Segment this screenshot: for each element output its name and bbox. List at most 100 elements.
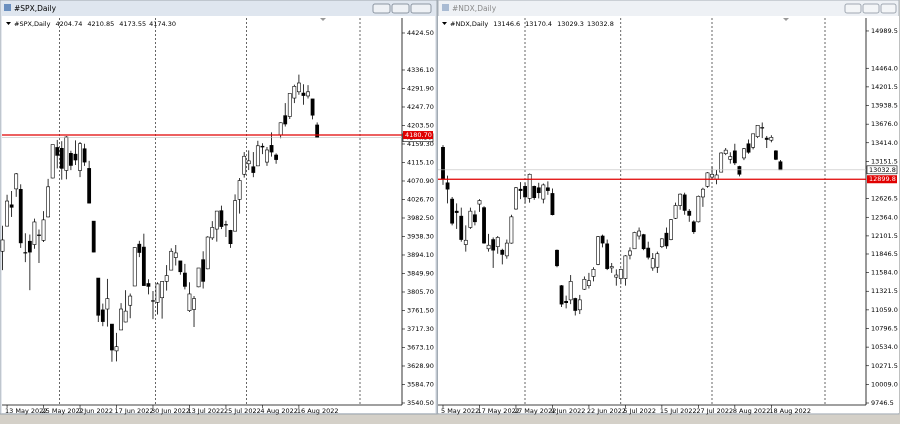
candle-body [5,200,9,227]
candle-body [701,188,705,198]
candle-body [114,346,119,352]
y-tick-label: 12364.0 [871,213,898,221]
shift-marker[interactable] [783,18,789,21]
candle-body [32,221,37,245]
chart-header: #NDX,Daily 13146.6 13170.4 13029.3 13032.8 [450,20,614,28]
candle-body [64,136,69,171]
candle-body [482,207,486,244]
candle-body [623,255,628,279]
candle-body [678,193,683,206]
candle-body [650,258,655,269]
x-tick-label: 27 Jul 2022 [696,407,733,415]
candle-body [37,234,41,236]
minimize-button[interactable] [372,3,391,14]
candle-body [755,125,760,137]
title-bar[interactable] [1,1,436,16]
candle-body [454,210,459,213]
candle-body [260,145,265,148]
candle-body [495,237,500,247]
restore-button[interactable] [862,3,880,14]
restore-button[interactable] [391,3,410,14]
candle-body [714,174,719,180]
candle-body [732,150,737,164]
y-tick-label: 13151.5 [871,157,898,165]
menu-triangle[interactable] [442,22,447,25]
candle-body [545,187,550,191]
candle-body [710,173,714,178]
y-tick-label: 10534.0 [871,343,898,351]
y-tick-label: 14989.5 [871,27,898,35]
candle-body [582,278,587,290]
close-button[interactable] [410,3,432,14]
candle-body [473,214,477,223]
candle-body [287,93,292,117]
y-tick-label: 4336.10 [407,66,434,74]
candle-body [132,247,137,287]
menu-triangle[interactable] [6,22,11,25]
x-tick-label: 15 Jul 2022 [660,407,697,415]
y-tick-label: 3717.30 [407,325,434,333]
header-close: 4174.30 [149,20,176,28]
candle-body [637,230,641,237]
candle-body [123,310,128,323]
candle-body [559,285,564,305]
y-tick-label: 4203.50 [407,121,434,129]
x-tick-label: 25 May 2022 [42,407,84,415]
candle-body [491,239,496,251]
x-tick-label: 5 May 2022 [441,407,479,415]
x-tick-label: 17 Jun 2022 [115,407,154,415]
y-tick-label: 13414.0 [871,139,898,147]
candle-body [128,295,133,306]
candle-body [9,204,14,208]
y-tick-label: 4424.50 [407,29,434,37]
candle-body [96,277,101,316]
candle-body [119,308,123,331]
candle-body [265,149,269,163]
candle-body [691,221,696,233]
shift-marker[interactable] [320,18,326,21]
candle-body [201,259,206,282]
candle-body [78,143,82,171]
window-title: #SPX,Daily [14,4,57,13]
last-price-tag [866,165,898,175]
x-tick-label: 4 Aug 2022 [260,407,298,415]
level-label: 12899.8 [869,175,896,183]
x-tick-label: 27 May 2022 [514,407,556,415]
candle-body [41,219,46,241]
x-tick-label: 18 Aug 2022 [769,407,811,415]
y-tick-label: 3894.10 [407,251,434,259]
x-tick-label: 22 Jun 2022 [587,407,626,415]
candle-body [536,187,541,194]
candle-body [283,115,288,125]
candle-body [274,154,279,160]
y-tick-label: 3673.10 [407,343,434,351]
candle-body [555,249,559,267]
candle-body [160,281,165,299]
candle-body [169,250,174,271]
candle-body [23,252,28,254]
y-tick-label: 3938.30 [407,232,434,240]
candle-body [459,215,464,240]
header-open: 13146.6 [493,20,520,28]
y-tick-label: 10009.0 [871,380,898,388]
y-tick-label: 12626.5 [871,195,898,203]
candle-body [596,236,600,265]
candle-body [246,160,251,165]
candle-body [173,252,178,258]
candle-body [696,195,701,223]
candle-body [151,300,155,302]
candle-body [568,281,573,301]
candle-body [292,86,297,99]
minimize-button[interactable] [844,3,862,14]
y-tick-label: 3805.70 [407,288,434,296]
candle-body [137,243,142,253]
close-button[interactable] [880,3,897,14]
candle-body [196,267,201,288]
title-bar[interactable] [439,1,898,16]
y-tick-label: 10271.5 [871,362,898,370]
candle-body [618,269,623,279]
y-tick-label: 14201.5 [871,83,898,91]
candle-body [764,137,769,140]
chart-header: #SPX,Daily 4204.74 4210.85 4173.55 4174.30 [14,20,176,28]
